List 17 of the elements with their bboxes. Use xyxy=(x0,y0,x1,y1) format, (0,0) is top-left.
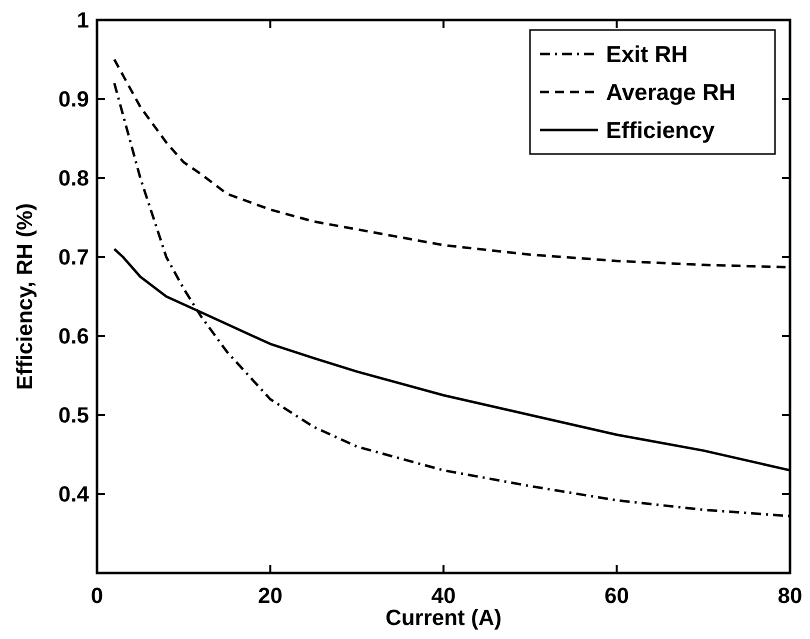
y-tick-label: 0.5 xyxy=(58,402,89,428)
x-tick-label: 20 xyxy=(258,583,282,608)
legend-label: Average RH xyxy=(606,79,736,106)
y-tick-label: 0.7 xyxy=(58,244,89,270)
x-tick-label: 80 xyxy=(778,583,802,608)
y-tick-label: 0.9 xyxy=(58,86,89,112)
legend-label: Exit RH xyxy=(606,41,688,68)
y-tick-label: 0.4 xyxy=(58,482,90,507)
x-tick-label: 60 xyxy=(604,583,629,608)
x-tick-label: 40 xyxy=(431,583,456,608)
y-axis-title: Efficiency, RH (%) xyxy=(12,203,37,390)
y-tick-label: 1 xyxy=(76,8,89,33)
x-axis-title: Current (A) xyxy=(385,605,502,630)
x-tick-label: 0 xyxy=(90,583,104,608)
legend-label: Efficiency xyxy=(606,117,715,144)
y-tick-label: 0.6 xyxy=(58,324,89,349)
y-tick-label: 0.8 xyxy=(58,166,89,191)
